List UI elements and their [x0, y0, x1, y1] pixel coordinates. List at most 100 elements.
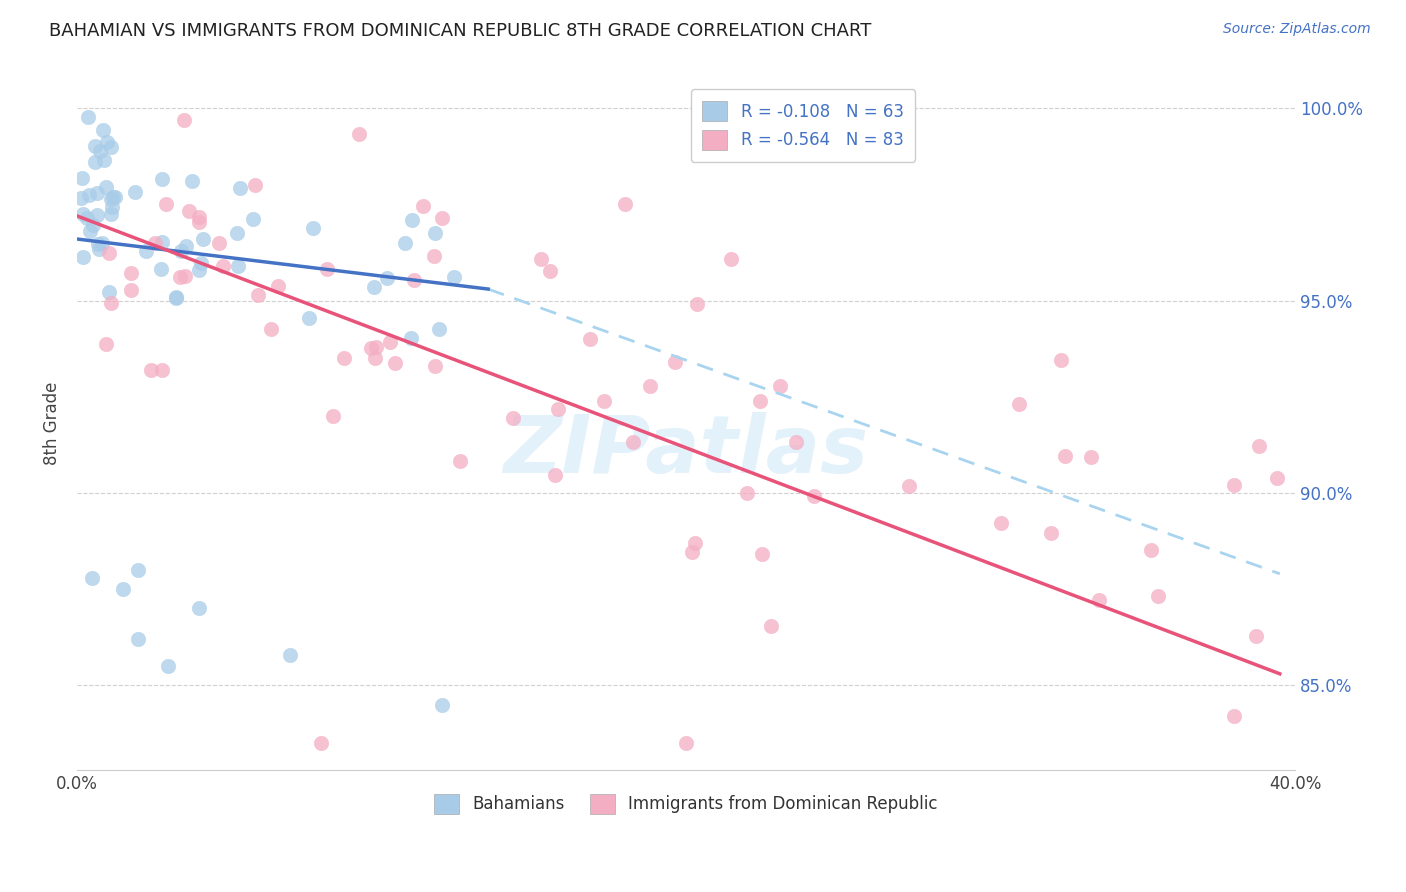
- Point: [96, 179, 118, 194]
- Point: [247, 288, 270, 302]
- Point: [432, 698, 454, 712]
- Point: [735, 485, 758, 500]
- Point: [675, 736, 697, 750]
- Point: [751, 547, 773, 561]
- Point: [96, 136, 118, 150]
- Point: [443, 269, 465, 284]
- Point: [621, 434, 644, 449]
- Point: [401, 213, 423, 227]
- Point: [399, 331, 422, 345]
- Point: [187, 601, 209, 615]
- Point: [188, 263, 211, 277]
- Point: [135, 244, 157, 259]
- Point: [82, 571, 104, 585]
- Point: [402, 273, 425, 287]
- Point: [170, 244, 193, 259]
- Point: [309, 736, 332, 750]
- Point: [375, 270, 398, 285]
- Point: [72, 207, 94, 221]
- Point: [143, 235, 166, 250]
- Point: [322, 409, 344, 423]
- Point: [1080, 450, 1102, 465]
- Point: [89, 145, 111, 159]
- Point: [93, 153, 115, 168]
- Point: [97, 245, 120, 260]
- Point: [157, 659, 180, 673]
- Point: [683, 535, 706, 549]
- Point: [1053, 449, 1076, 463]
- Point: [412, 199, 434, 213]
- Point: [260, 321, 283, 335]
- Point: [430, 211, 453, 225]
- Point: [759, 619, 782, 633]
- Point: [638, 379, 661, 393]
- Point: [243, 178, 266, 192]
- Point: [152, 363, 174, 377]
- Point: [1049, 353, 1071, 368]
- Point: [100, 193, 122, 207]
- Point: [104, 190, 127, 204]
- Point: [538, 263, 561, 277]
- Point: [593, 393, 616, 408]
- Point: [1088, 592, 1111, 607]
- Point: [378, 335, 401, 350]
- Point: [1147, 589, 1170, 603]
- Point: [101, 200, 124, 214]
- Point: [686, 297, 709, 311]
- Point: [302, 220, 325, 235]
- Point: [298, 310, 321, 325]
- Point: [177, 204, 200, 219]
- Point: [94, 337, 117, 351]
- Point: [190, 256, 212, 270]
- Point: [423, 249, 446, 263]
- Point: [1265, 471, 1288, 485]
- Legend: Bahamians, Immigrants from Dominican Republic: Bahamians, Immigrants from Dominican Rep…: [425, 784, 948, 824]
- Point: [579, 332, 602, 346]
- Point: [91, 123, 114, 137]
- Point: [211, 259, 233, 273]
- Point: [225, 227, 247, 241]
- Point: [785, 435, 807, 450]
- Point: [384, 356, 406, 370]
- Point: [174, 238, 197, 252]
- Point: [897, 478, 920, 492]
- Point: [77, 188, 100, 202]
- Point: [1223, 709, 1246, 723]
- Point: [98, 285, 121, 300]
- Point: [173, 268, 195, 283]
- Point: [72, 250, 94, 264]
- Point: [547, 402, 569, 417]
- Point: [208, 235, 231, 250]
- Point: [83, 138, 105, 153]
- Point: [769, 379, 792, 393]
- Point: [449, 453, 471, 467]
- Point: [614, 197, 637, 211]
- Point: [502, 411, 524, 425]
- Point: [173, 112, 195, 127]
- Point: [228, 181, 250, 195]
- Point: [803, 489, 825, 503]
- Point: [152, 235, 174, 249]
- Point: [1247, 439, 1270, 453]
- Point: [72, 170, 94, 185]
- Point: [90, 236, 112, 251]
- Point: [149, 261, 172, 276]
- Point: [364, 340, 387, 354]
- Point: [530, 252, 553, 267]
- Point: [427, 322, 450, 336]
- Text: ZIPatlas: ZIPatlas: [503, 412, 869, 491]
- Point: [70, 191, 93, 205]
- Text: Source: ZipAtlas.com: Source: ZipAtlas.com: [1223, 22, 1371, 37]
- Point: [1244, 630, 1267, 644]
- Point: [242, 212, 264, 227]
- Point: [226, 259, 249, 273]
- Point: [1008, 397, 1031, 411]
- Point: [84, 155, 107, 169]
- Point: [87, 242, 110, 256]
- Point: [278, 648, 301, 662]
- Text: BAHAMIAN VS IMMIGRANTS FROM DOMINICAN REPUBLIC 8TH GRADE CORRELATION CHART: BAHAMIAN VS IMMIGRANTS FROM DOMINICAN RE…: [49, 22, 872, 40]
- Point: [127, 563, 149, 577]
- Point: [188, 215, 211, 229]
- Point: [364, 351, 387, 365]
- Point: [315, 262, 337, 277]
